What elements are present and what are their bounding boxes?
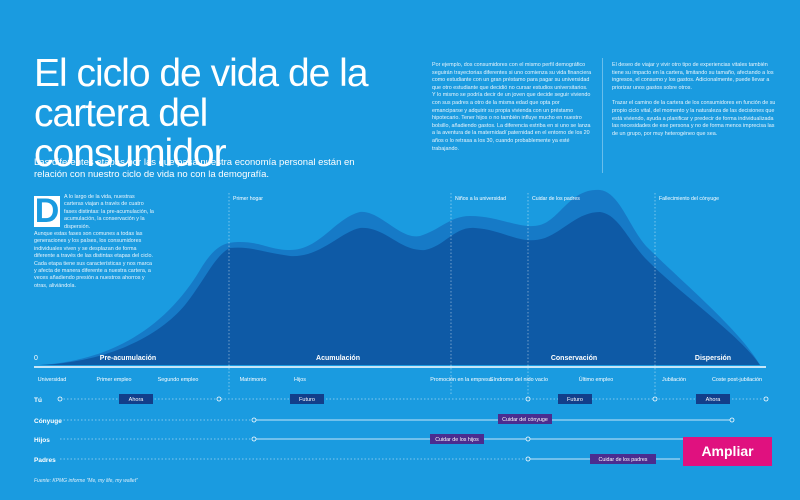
page-subtitle: Las diferentes etapas por las que pasa n… [34, 157, 355, 180]
intro-first: A lo largo de la vida, nuestras carteras… [64, 194, 154, 230]
tag-ahora-1 [119, 394, 153, 404]
tag-cuidar-padres [590, 454, 656, 464]
event-matrimonio: Matrimonio [240, 377, 267, 383]
phase-pre-acumulacion: Pre-acumulación [100, 355, 156, 362]
event-universidad: Universidad [38, 377, 66, 383]
phase-acumulacion: Acumulación [316, 355, 360, 362]
page-title: El ciclo de vida de la cartera del consu… [34, 52, 369, 175]
event-hijos: Hijos [294, 377, 306, 383]
intro-text: A lo largo de la vida, nuestras carteras… [34, 194, 154, 290]
row-hijos: Hijos [34, 437, 50, 444]
marker-ninos-universidad: Niños a la universidad [455, 196, 506, 202]
wallet-area-dark [40, 212, 760, 365]
event-nido-vacio: Síndrome del nido vacío [490, 377, 548, 383]
text-column-1: Por ejemplo, dos consumidores con el mis… [432, 62, 592, 152]
row-conyuge: Cónyuge [34, 418, 62, 425]
tag-ahora-1-label: Ahora [129, 397, 145, 403]
tag-ahora-2 [696, 394, 730, 404]
tag-futuro-1-label: Futuro [299, 397, 315, 403]
drop-cap: D [34, 192, 60, 230]
tag-futuro-1 [290, 394, 324, 404]
event-coste-post: Coste post-jubilación [712, 377, 762, 383]
tag-futuro-2 [558, 394, 592, 404]
event-promocion: Promoción en la empresa [430, 377, 491, 383]
phase-conservacion: Conservación [551, 355, 597, 362]
tag-cuidar-conyuge-label: Cuidar del cónyuge [502, 417, 548, 423]
event-jubilacion: Jubilación [662, 377, 686, 383]
text-column-2b: Trazar el camino de la cartera de los co… [612, 100, 776, 137]
tag-ahora-2-label: Ahora [706, 397, 722, 403]
phase-dispersion: Dispersión [695, 355, 731, 362]
row-tu: Tú [34, 397, 42, 404]
marker-cuidar-padres: Cuidar de los padres [532, 196, 580, 202]
ampliar-button[interactable]: Ampliar [683, 437, 772, 466]
event-primer-empleo: Primer empleo [96, 377, 131, 383]
row-padres: Padres [34, 457, 56, 464]
marker-primer-hogar: Primer hogar [233, 196, 263, 202]
text-column-2a: El deseo de viajar y vivir otro tipo de … [612, 62, 774, 91]
event-ultimo-empleo: Último empleo [579, 376, 613, 383]
column-divider [602, 58, 603, 173]
tag-cuidar-padres-label: Cuidar de los padres [599, 457, 648, 463]
tag-cuidar-conyuge [498, 414, 552, 424]
tag-futuro-2-label: Futuro [567, 397, 583, 403]
source-note: Fuente: KPMG informe "Me, my life, my wa… [34, 478, 138, 484]
marker-fallecimiento: Fallecimiento del cónyuge [659, 196, 719, 202]
intro-rest: Aunque estas fases son comunes a todas l… [34, 231, 153, 289]
text-column-2: El deseo de viajar y vivir otro tipo de … [612, 62, 777, 138]
tag-cuidar-hijos-label: Cuidar de los hijos [435, 437, 479, 443]
tag-cuidar-hijos [430, 434, 484, 444]
event-segundo-empleo: Segundo empleo [158, 377, 199, 383]
axis-zero: 0 [34, 355, 38, 362]
